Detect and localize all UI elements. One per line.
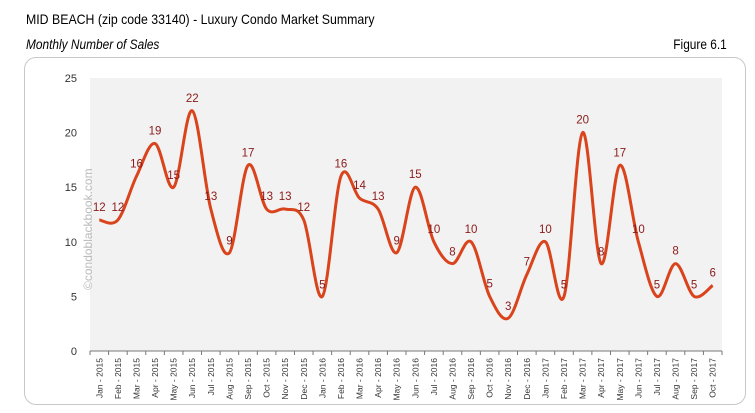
x-tick-label: Aug - 2017 [671,358,681,400]
data-label: 16 [335,158,348,170]
x-tick-label: Aug - 2016 [447,358,457,400]
data-label: 13 [204,191,217,203]
data-label: 7 [524,257,530,269]
x-tick-label: Dec - 2016 [522,358,532,400]
x-tick-label: Jun - 2016 [410,358,420,398]
data-label: 5 [654,279,660,291]
x-tick-label: May - 2015 [169,358,179,401]
x-tick-label: Jul - 2017 [652,358,662,396]
data-label: 13 [372,191,385,203]
data-label: 13 [279,191,292,203]
x-tick-label: Feb - 2015 [113,358,123,399]
y-tick-label: 5 [71,291,77,303]
data-label: 5 [691,279,697,291]
x-tick-label: Mar - 2015 [131,358,141,399]
data-label: 17 [242,147,255,159]
data-label: 12 [297,202,310,214]
data-label: 16 [130,158,143,170]
x-tick-label: Mar - 2016 [355,358,365,399]
data-label: 5 [561,279,567,291]
page-title: MID BEACH (zip code 33140) - Luxury Cond… [26,11,375,27]
x-tick-label: Mar - 2017 [578,358,588,399]
data-label: 17 [613,147,626,159]
data-label: 10 [427,224,440,236]
data-label: 22 [186,93,199,105]
x-tick-label: Apr - 2015 [150,358,160,398]
x-tick-label: Jan - 2016 [317,358,327,398]
watermark: ©condoblackbook.com [81,168,95,290]
data-label: 5 [486,278,492,290]
x-tick-label: Apr - 2016 [373,358,383,398]
data-label: 8 [449,247,455,259]
data-label: 15 [409,169,422,181]
x-tick-label: Sep - 2016 [466,358,476,400]
data-label: 8 [598,247,604,259]
x-tick-label: Nov - 2015 [280,358,290,400]
chart-subtitle: Monthly Number of Sales [26,37,160,52]
x-tick-label: Oct - 2017 [708,358,718,398]
x-tick-label: Apr - 2017 [596,358,606,398]
data-label: 15 [167,170,180,182]
data-label: 9 [226,236,232,248]
y-tick-label: 20 [65,128,77,140]
y-tick-label: 10 [65,237,77,249]
x-tick-label: May - 2016 [392,358,402,401]
y-tick-label: 25 [65,73,77,85]
x-tick-label: Sep - 2015 [243,358,253,400]
y-tick-label: 15 [65,182,77,194]
data-label: 12 [93,202,106,214]
x-tick-label: Oct - 2016 [485,358,495,398]
data-label: 20 [576,115,589,127]
x-tick-label: May - 2017 [615,358,625,401]
x-tick-label: Dec - 2015 [299,358,309,400]
data-label: 6 [710,267,716,279]
x-tick-label: Jan - 2017 [540,358,550,398]
data-label: 19 [149,126,162,138]
series-line [98,109,714,321]
data-label: 10 [539,224,552,236]
figure-number: Figure 6.1 [673,37,727,52]
x-tick-label: Oct - 2015 [262,358,272,398]
x-tick-label: Jul - 2015 [206,358,216,396]
data-label: 10 [465,224,478,236]
data-label: 9 [394,236,400,248]
data-label: 13 [260,191,273,203]
x-tick-label: Aug - 2015 [224,358,234,400]
data-label: 8 [672,246,678,258]
chart-frame [24,57,746,405]
x-tick-label: Nov - 2016 [503,358,513,400]
x-tick-label: Feb - 2016 [336,358,346,399]
x-tick-label: Jul - 2016 [429,358,439,396]
x-tick-label: Jun - 2017 [633,358,643,398]
data-label: 14 [353,180,366,192]
data-label: 12 [111,202,124,214]
x-tick-label: Feb - 2017 [559,358,569,399]
y-tick-label: 0 [71,346,77,358]
x-tick-label: Jun - 2015 [187,358,197,398]
data-label: 5 [319,279,325,291]
x-tick-label: Sep - 2017 [689,358,699,400]
x-tick-label: Jan - 2015 [94,358,104,398]
data-label: 3 [505,301,511,313]
data-label: 10 [632,224,645,236]
